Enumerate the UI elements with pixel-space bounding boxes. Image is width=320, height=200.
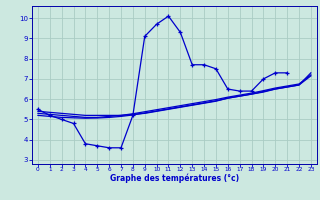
- X-axis label: Graphe des températures (°c): Graphe des températures (°c): [110, 174, 239, 183]
